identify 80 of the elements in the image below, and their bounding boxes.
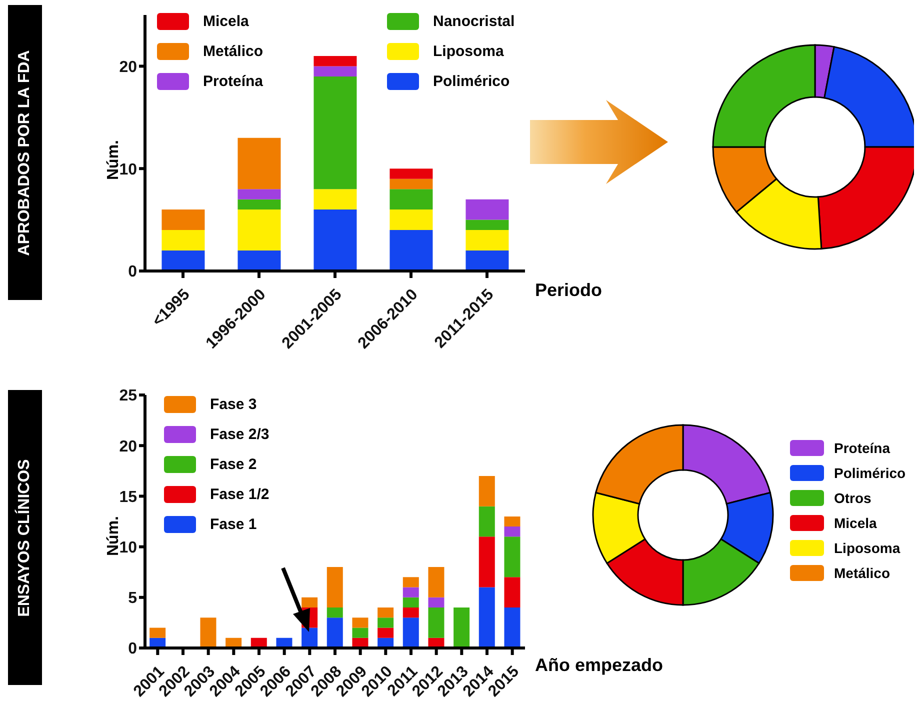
bar bbox=[478, 536, 495, 588]
bar bbox=[238, 210, 281, 251]
y-tick-label: 10 bbox=[119, 539, 138, 556]
legend-label: Fase 2 bbox=[210, 456, 257, 472]
bar bbox=[504, 526, 520, 537]
legend-label: Nanocristal bbox=[433, 12, 515, 30]
bar bbox=[378, 608, 394, 618]
legend-label: Fase 3 bbox=[210, 396, 257, 412]
text: ENSAYOS CLÍNICOS bbox=[16, 458, 34, 616]
bar bbox=[314, 210, 357, 271]
x-axis-title: Año empezado bbox=[535, 655, 664, 676]
bar bbox=[162, 250, 205, 271]
bar bbox=[200, 618, 216, 648]
y-tick-label: 10 bbox=[119, 161, 138, 178]
legend-label: Polimérico bbox=[433, 72, 510, 90]
bar bbox=[162, 210, 205, 230]
legend-label: Metálico bbox=[203, 42, 264, 60]
bar bbox=[402, 597, 419, 608]
legend-label: Liposoma bbox=[834, 540, 900, 556]
bar bbox=[504, 608, 520, 648]
y-tick-label: 5 bbox=[128, 590, 138, 608]
text: APROBADOS POR LA FDA bbox=[16, 50, 34, 256]
bar bbox=[504, 536, 520, 578]
x-axis-title: Periodo bbox=[535, 280, 602, 301]
bar bbox=[390, 168, 433, 179]
bar bbox=[402, 618, 419, 648]
legend-label: Otros bbox=[834, 490, 872, 506]
bar bbox=[504, 577, 520, 608]
bar bbox=[378, 628, 394, 638]
bar bbox=[478, 506, 495, 537]
bar bbox=[428, 608, 444, 638]
bar bbox=[478, 587, 495, 648]
y-tick-label: 20 bbox=[119, 58, 138, 76]
bar bbox=[390, 230, 433, 271]
legend-label: Fase 1/2 bbox=[210, 486, 270, 502]
bar bbox=[238, 199, 281, 210]
y-tick-label: 0 bbox=[128, 264, 138, 281]
bar bbox=[504, 516, 520, 527]
bar bbox=[466, 199, 509, 220]
bar bbox=[390, 210, 433, 230]
bar bbox=[314, 66, 357, 76]
bar bbox=[314, 189, 357, 210]
bar bbox=[466, 220, 509, 230]
bar bbox=[454, 608, 470, 648]
legend-label: Proteína bbox=[834, 440, 890, 456]
bar bbox=[238, 138, 281, 190]
bar bbox=[150, 628, 166, 638]
legend-label: Fase 1 bbox=[210, 516, 257, 532]
legend-label: Liposoma bbox=[433, 42, 504, 60]
bar bbox=[352, 628, 368, 638]
legend-label: Fase 2/3 bbox=[210, 426, 270, 442]
y-tick-label: 15 bbox=[119, 488, 138, 506]
bar bbox=[238, 250, 281, 271]
legend-label: Micela bbox=[834, 514, 877, 530]
bar bbox=[390, 189, 433, 210]
legend-label: Proteína bbox=[203, 72, 264, 90]
bar bbox=[478, 476, 495, 506]
bar bbox=[466, 250, 509, 271]
bar bbox=[238, 189, 281, 200]
bar bbox=[428, 567, 444, 598]
bar bbox=[352, 618, 368, 628]
bar bbox=[326, 618, 343, 648]
legend-label: Metálico bbox=[834, 564, 890, 580]
bar bbox=[402, 577, 419, 588]
bar bbox=[402, 608, 419, 618]
y-tick-label: 0 bbox=[128, 640, 138, 658]
bar bbox=[162, 230, 205, 251]
bar bbox=[466, 230, 509, 251]
bar bbox=[314, 76, 357, 190]
bar bbox=[428, 597, 444, 608]
bar bbox=[390, 178, 433, 190]
legend-label: Polimérico bbox=[834, 464, 906, 480]
bar bbox=[314, 56, 357, 66]
bar bbox=[326, 567, 343, 608]
bar bbox=[402, 587, 419, 598]
y-tick-label: 20 bbox=[119, 438, 138, 456]
y-tick-label: 25 bbox=[119, 388, 138, 405]
legend-label: Micela bbox=[203, 12, 249, 30]
bar bbox=[378, 618, 394, 628]
bar bbox=[326, 608, 343, 618]
